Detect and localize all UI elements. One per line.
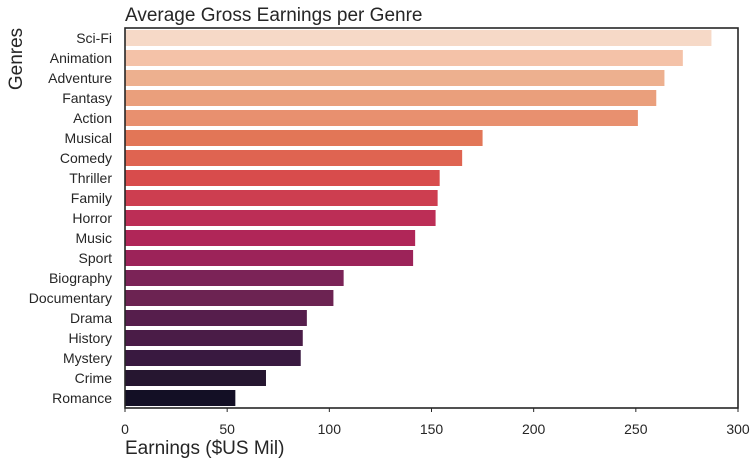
bar-biography [125, 270, 344, 286]
x-tick-label-100: 100 [318, 421, 342, 437]
bar-fantasy [125, 90, 657, 106]
x-axis-label: Earnings ($US Mil) [125, 438, 284, 459]
x-ticks: 0 50 100 150 200 250 300 [121, 408, 750, 437]
plot-frame [124, 27, 739, 409]
y-tick-label-crime: Crime [75, 370, 113, 386]
y-tick-label-family: Family [71, 190, 112, 206]
y-tick-label-romance: Romance [52, 390, 112, 406]
y-tick-label-mystery: Mystery [63, 350, 112, 366]
bar-sci-fi [125, 30, 712, 46]
y-tick-label-sci-fi: Sci-Fi [76, 30, 112, 46]
y-tick-label-history: History [68, 330, 112, 346]
y-tick-label-musical: Musical [65, 130, 112, 146]
bar-documentary [125, 290, 334, 306]
bar-mystery [125, 350, 301, 366]
x-tick-label-50: 50 [219, 421, 235, 437]
bar-comedy [125, 150, 463, 166]
bar-music [125, 230, 416, 246]
y-tick-label-biography: Biography [49, 270, 112, 286]
x-tick-label-250: 250 [624, 421, 648, 437]
y-tick-labels: Sci-Fi Animation Adventure Fantasy Action Mus… [29, 30, 113, 406]
bar-horror [125, 210, 436, 226]
y-tick-label-animation: Animation [50, 50, 112, 66]
bar-romance [125, 390, 236, 406]
x-tick-label-300: 300 [726, 421, 750, 437]
bar-crime [125, 370, 266, 386]
bar-musical [125, 130, 483, 146]
bar-thriller [125, 170, 440, 186]
bar-action [125, 110, 638, 126]
x-tick-label-150: 150 [420, 421, 444, 437]
y-tick-label-music: Music [75, 230, 112, 246]
y-tick-label-drama: Drama [70, 310, 112, 326]
y-tick-label-horror: Horror [72, 210, 112, 226]
chart-title: Average Gross Earnings per Genre [125, 5, 422, 26]
y-axis-label: Genres [6, 28, 27, 90]
x-tick-label-0: 0 [121, 421, 129, 437]
y-tick-label-thriller: Thriller [69, 170, 112, 186]
bar-sport [125, 250, 414, 266]
bars-group [125, 30, 712, 406]
bar-history [125, 330, 303, 346]
bar-animation [125, 50, 683, 66]
bar-drama [125, 310, 307, 326]
y-tick-label-sport: Sport [79, 250, 113, 266]
y-tick-label-documentary: Documentary [29, 290, 112, 306]
bar-adventure [125, 70, 665, 86]
y-tick-label-adventure: Adventure [48, 70, 112, 86]
y-tick-label-comedy: Comedy [60, 150, 112, 166]
y-tick-label-fantasy: Fantasy [62, 90, 112, 106]
bar-family [125, 190, 438, 206]
y-tick-label-action: Action [73, 110, 112, 126]
x-tick-label-200: 200 [522, 421, 546, 437]
